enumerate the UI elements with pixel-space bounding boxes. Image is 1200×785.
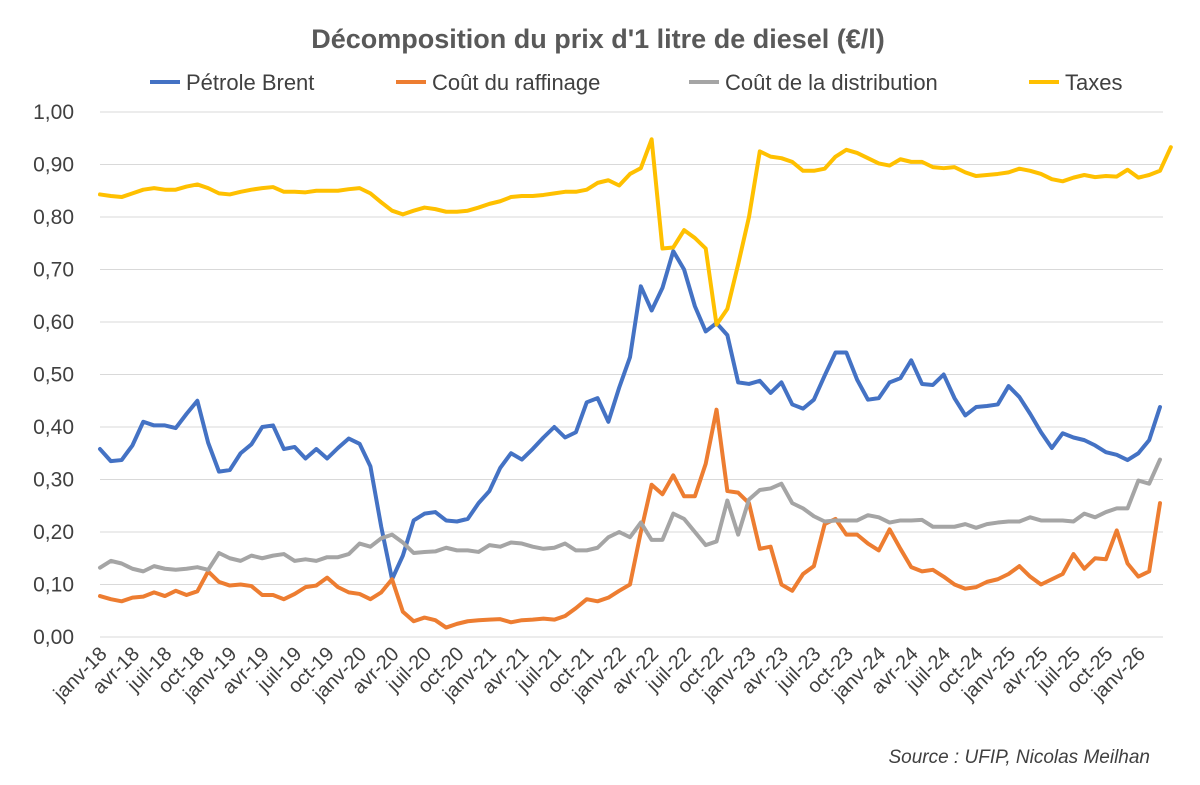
x-axis-ticks: janv-18avr-18juil-18oct-18janv-19avr-19j… — [49, 643, 1150, 706]
legend-label-distribution: Coût de la distribution — [725, 70, 938, 95]
series-line-distribution — [98, 457, 1162, 574]
legend-label-taxes: Taxes — [1065, 70, 1122, 95]
series-lines — [98, 137, 1173, 630]
chart-title: Décomposition du prix d'1 litre de diese… — [311, 24, 885, 54]
legend-item-taxes: Taxes — [1029, 70, 1122, 95]
legend-item-distribution: Coût de la distribution — [689, 70, 938, 95]
y-tick-label: 0,40 — [33, 416, 74, 439]
y-tick-label: 0,70 — [33, 259, 74, 282]
legend: Pétrole Brent Coût du raffinage Coût de … — [150, 70, 1122, 95]
y-tick-label: 0,00 — [33, 626, 74, 649]
y-tick-label: 0,90 — [33, 154, 74, 177]
y-tick-label: 0,30 — [33, 469, 74, 492]
series-line-brent — [98, 249, 1162, 582]
legend-item-brent: Pétrole Brent — [150, 70, 314, 95]
legend-label-raffinage: Coût du raffinage — [432, 70, 600, 95]
legend-item-raffinage: Coût du raffinage — [396, 70, 600, 95]
y-tick-label: 0,60 — [33, 311, 74, 334]
y-tick-label: 0,80 — [33, 206, 74, 229]
y-tick-label: 0,50 — [33, 364, 74, 387]
source-note: Source : UFIP, Nicolas Meilhan — [888, 747, 1150, 768]
y-tick-label: 0,20 — [33, 521, 74, 544]
y-tick-label: 1,00 — [33, 101, 74, 124]
y-axis-ticks: 0,00 0,10 0,20 0,30 0,40 0,50 0,60 0,70 0,80 0,90… — [33, 101, 74, 649]
legend-label-brent: Pétrole Brent — [186, 70, 314, 95]
series-line-taxes — [98, 137, 1173, 327]
y-tick-label: 0,10 — [33, 574, 74, 597]
series-line-raffinage — [98, 407, 1162, 630]
